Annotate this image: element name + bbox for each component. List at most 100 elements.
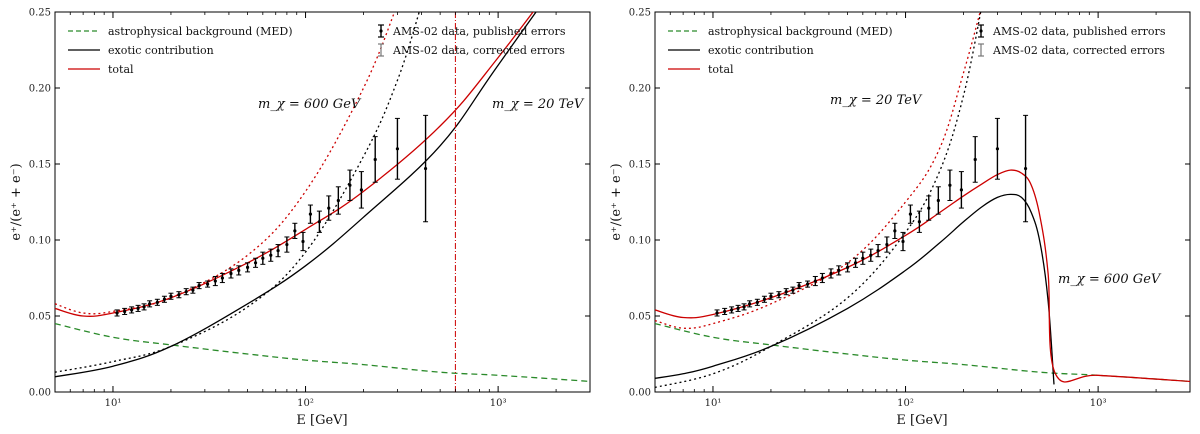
data-marker	[730, 308, 734, 312]
data-point	[729, 306, 735, 314]
data-point	[741, 303, 747, 311]
data-point	[122, 307, 128, 315]
data-point	[161, 295, 167, 303]
data-marker	[777, 293, 781, 297]
y-tick-label: 0.20	[629, 84, 651, 95]
annotation-mass-600gev: m_χ = 600 GeV	[258, 97, 362, 112]
data-point	[860, 251, 866, 265]
x-tick-label: 10²	[897, 398, 914, 409]
data-point	[819, 272, 825, 284]
data-marker	[395, 147, 400, 151]
legend-swatch-corrected-errors	[378, 43, 384, 57]
data-point	[868, 248, 874, 262]
data-marker	[927, 206, 931, 210]
data-marker	[813, 279, 817, 283]
data-marker	[130, 308, 134, 312]
x-axis-label: E [GeV]	[896, 413, 947, 428]
data-marker	[229, 271, 233, 276]
data-point	[292, 222, 298, 239]
y-tick-label: 0.00	[29, 388, 51, 399]
data-point	[268, 248, 274, 262]
data-marker	[136, 306, 140, 310]
data-marker	[423, 166, 428, 171]
annotation-mass-600gev: m_χ = 600 GeV	[1058, 272, 1162, 287]
data-marker	[736, 306, 740, 310]
data-marker	[205, 282, 210, 286]
data-marker	[123, 309, 127, 314]
data-point	[790, 286, 796, 294]
data-point	[853, 257, 859, 268]
data-point	[722, 307, 728, 315]
x-tick-label: 10¹	[705, 398, 722, 409]
data-point	[958, 171, 964, 209]
data-point	[747, 300, 753, 308]
data-marker	[893, 229, 897, 233]
legend-label-corrected-errors: AMS-02 data, corrected errors	[392, 44, 565, 57]
x-tick-label: 10¹	[105, 398, 122, 409]
data-marker	[191, 288, 195, 292]
data-marker	[805, 282, 810, 286]
data-point	[394, 117, 400, 180]
data-marker	[148, 302, 152, 306]
data-point	[828, 268, 834, 279]
data-marker	[269, 253, 273, 257]
data-point	[845, 262, 851, 273]
legend-label-published-errors: AMS-02 data, published errors	[992, 25, 1166, 38]
data-point	[253, 257, 259, 268]
data-point	[926, 195, 932, 221]
legend-label-published-errors: AMS-02 data, published errors	[392, 25, 566, 38]
data-point	[135, 304, 141, 312]
data-marker	[791, 288, 795, 292]
series-astrophysical-background-med	[55, 322, 590, 383]
data-marker	[213, 279, 217, 283]
data-point	[805, 280, 811, 288]
data-point	[907, 204, 913, 224]
data-marker	[197, 284, 201, 288]
series-exotic-contribution-600-gev	[55, 12, 420, 373]
series-total-20-tev	[55, 12, 534, 317]
data-marker	[908, 212, 913, 216]
legend-swatch-published-errors	[978, 24, 984, 38]
data-marker	[373, 157, 377, 162]
legend-swatch-published-errors	[378, 24, 384, 38]
data-point	[219, 272, 225, 284]
data-point	[761, 295, 767, 303]
data-marker	[769, 294, 773, 298]
data-marker	[762, 297, 767, 301]
data-point	[372, 136, 378, 183]
data-marker	[301, 239, 305, 244]
y-tick-label: 0.15	[629, 160, 651, 171]
data-point	[147, 300, 153, 308]
data-marker	[797, 284, 801, 288]
data-point	[892, 222, 898, 239]
y-tick-label: 0.25	[29, 8, 51, 19]
data-marker	[245, 265, 250, 269]
data-marker	[869, 253, 873, 257]
data-marker	[359, 188, 363, 192]
data-point	[768, 292, 774, 300]
data-marker	[276, 249, 280, 253]
data-point	[205, 280, 211, 288]
plot-frame	[54, 11, 591, 393]
y-axis-label: e⁺/(e⁺ + e⁻)	[609, 163, 624, 240]
y-tick-label: 0.05	[29, 312, 51, 323]
data-marker	[917, 220, 921, 224]
data-marker	[1023, 166, 1028, 171]
data-marker	[220, 276, 224, 280]
data-point	[812, 275, 818, 287]
data-point	[129, 306, 135, 314]
data-point	[796, 282, 802, 290]
data-marker	[327, 206, 331, 210]
data-point	[114, 309, 120, 317]
data-point	[326, 195, 332, 221]
data-marker	[237, 268, 241, 272]
legend-label-background: astrophysical background (MED)	[708, 25, 893, 38]
data-point	[776, 291, 782, 299]
data-point	[836, 265, 842, 276]
data-marker	[261, 256, 265, 260]
data-point	[947, 169, 953, 201]
right-panel: 0.00 0.05 0.10 0.15 0.20 0.25 10¹ 10² 10³ astrop…	[609, 8, 1191, 428]
data-marker	[253, 261, 258, 265]
data-marker	[995, 147, 1000, 151]
